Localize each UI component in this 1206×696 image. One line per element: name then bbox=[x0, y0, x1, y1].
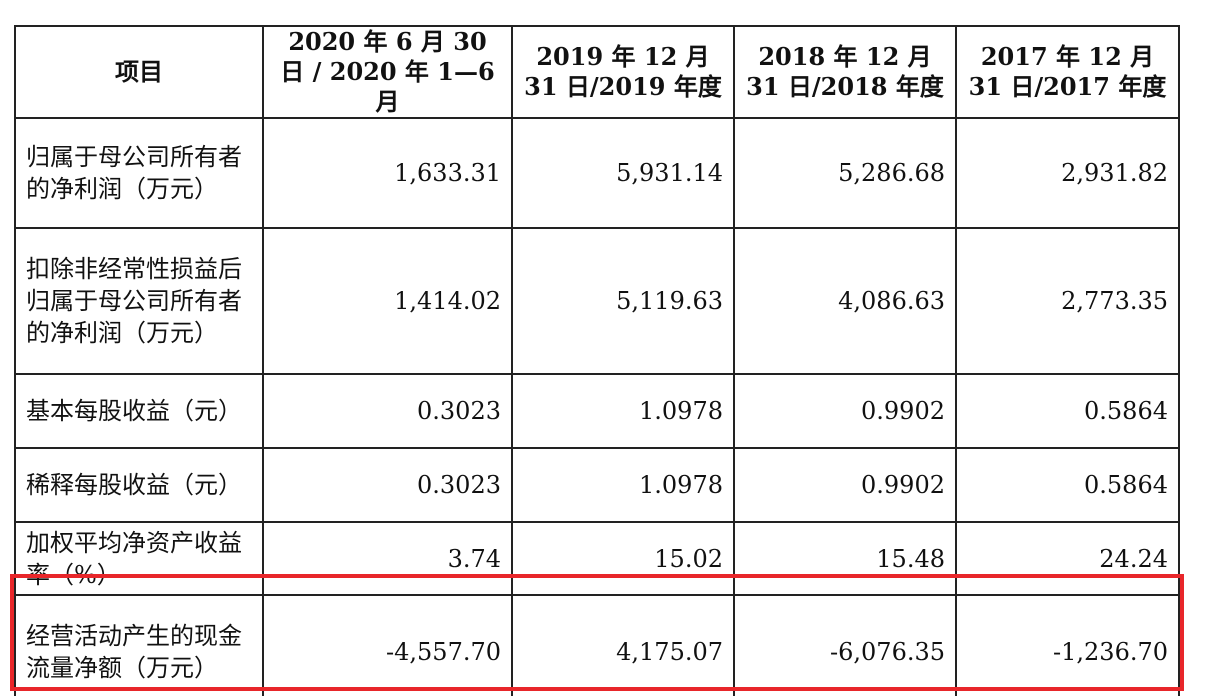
header-item: 项目 bbox=[14, 25, 264, 119]
cell-value: -1,236.70 bbox=[955, 594, 1180, 696]
table-row-highlighted: 经营活动产生的现金流量净额（万元） -4,557.70 4,175.07 -6,… bbox=[14, 594, 1180, 696]
cell-value: 3.74 bbox=[262, 521, 513, 596]
cell-value: 15.48 bbox=[733, 521, 957, 596]
table-row: 基本每股收益（元） 0.3023 1.0978 0.9902 0.5864 bbox=[14, 373, 1180, 449]
header-2019: 2019 年 12 月 31 日/2019 年度 bbox=[511, 25, 735, 119]
row-label: 加权平均净资产收益率（%） bbox=[14, 521, 264, 596]
cell-value: 0.9902 bbox=[733, 373, 957, 449]
cell-value: 5,286.68 bbox=[733, 117, 957, 229]
cell-value: -6,076.35 bbox=[733, 594, 957, 696]
cell-value: 2,931.82 bbox=[955, 117, 1180, 229]
row-label: 归属于母公司所有者的净利润（万元） bbox=[14, 117, 264, 229]
financial-summary-table: 项目 2020 年 6 月 30 日 / 2020 年 1—6 月 2019 年… bbox=[14, 25, 1180, 696]
cell-value: 0.3023 bbox=[262, 373, 513, 449]
header-2020h1: 2020 年 6 月 30 日 / 2020 年 1—6 月 bbox=[262, 25, 513, 119]
table-row: 加权平均净资产收益率（%） 3.74 15.02 15.48 24.24 bbox=[14, 521, 1180, 596]
cell-value: 2,773.35 bbox=[955, 227, 1180, 375]
cell-value: 24.24 bbox=[955, 521, 1180, 596]
table-row: 归属于母公司所有者的净利润（万元） 1,633.31 5,931.14 5,28… bbox=[14, 117, 1180, 229]
cell-value: 1,414.02 bbox=[262, 227, 513, 375]
row-label: 经营活动产生的现金流量净额（万元） bbox=[14, 594, 264, 696]
cell-value: 15.02 bbox=[511, 521, 735, 596]
table-row: 稀释每股收益（元） 0.3023 1.0978 0.9902 0.5864 bbox=[14, 447, 1180, 523]
cell-value: 1,633.31 bbox=[262, 117, 513, 229]
header-2018: 2018 年 12 月 31 日/2018 年度 bbox=[733, 25, 957, 119]
cell-value: 0.3023 bbox=[262, 447, 513, 523]
cell-value: 1.0978 bbox=[511, 373, 735, 449]
cell-value: 4,086.63 bbox=[733, 227, 957, 375]
row-label: 基本每股收益（元） bbox=[14, 373, 264, 449]
table-row: 扣除非经常性损益后归属于母公司所有者的净利润（万元） 1,414.02 5,11… bbox=[14, 227, 1180, 375]
table-header-row: 项目 2020 年 6 月 30 日 / 2020 年 1—6 月 2019 年… bbox=[14, 25, 1180, 119]
row-label: 扣除非经常性损益后归属于母公司所有者的净利润（万元） bbox=[14, 227, 264, 375]
cell-value: 4,175.07 bbox=[511, 594, 735, 696]
header-2017: 2017 年 12 月 31 日/2017 年度 bbox=[955, 25, 1180, 119]
row-label: 稀释每股收益（元） bbox=[14, 447, 264, 523]
cell-value: 5,931.14 bbox=[511, 117, 735, 229]
cell-value: 0.9902 bbox=[733, 447, 957, 523]
cell-value: 0.5864 bbox=[955, 447, 1180, 523]
cell-value: 0.5864 bbox=[955, 373, 1180, 449]
cell-value: 5,119.63 bbox=[511, 227, 735, 375]
cell-value: -4,557.70 bbox=[262, 594, 513, 696]
cell-value: 1.0978 bbox=[511, 447, 735, 523]
